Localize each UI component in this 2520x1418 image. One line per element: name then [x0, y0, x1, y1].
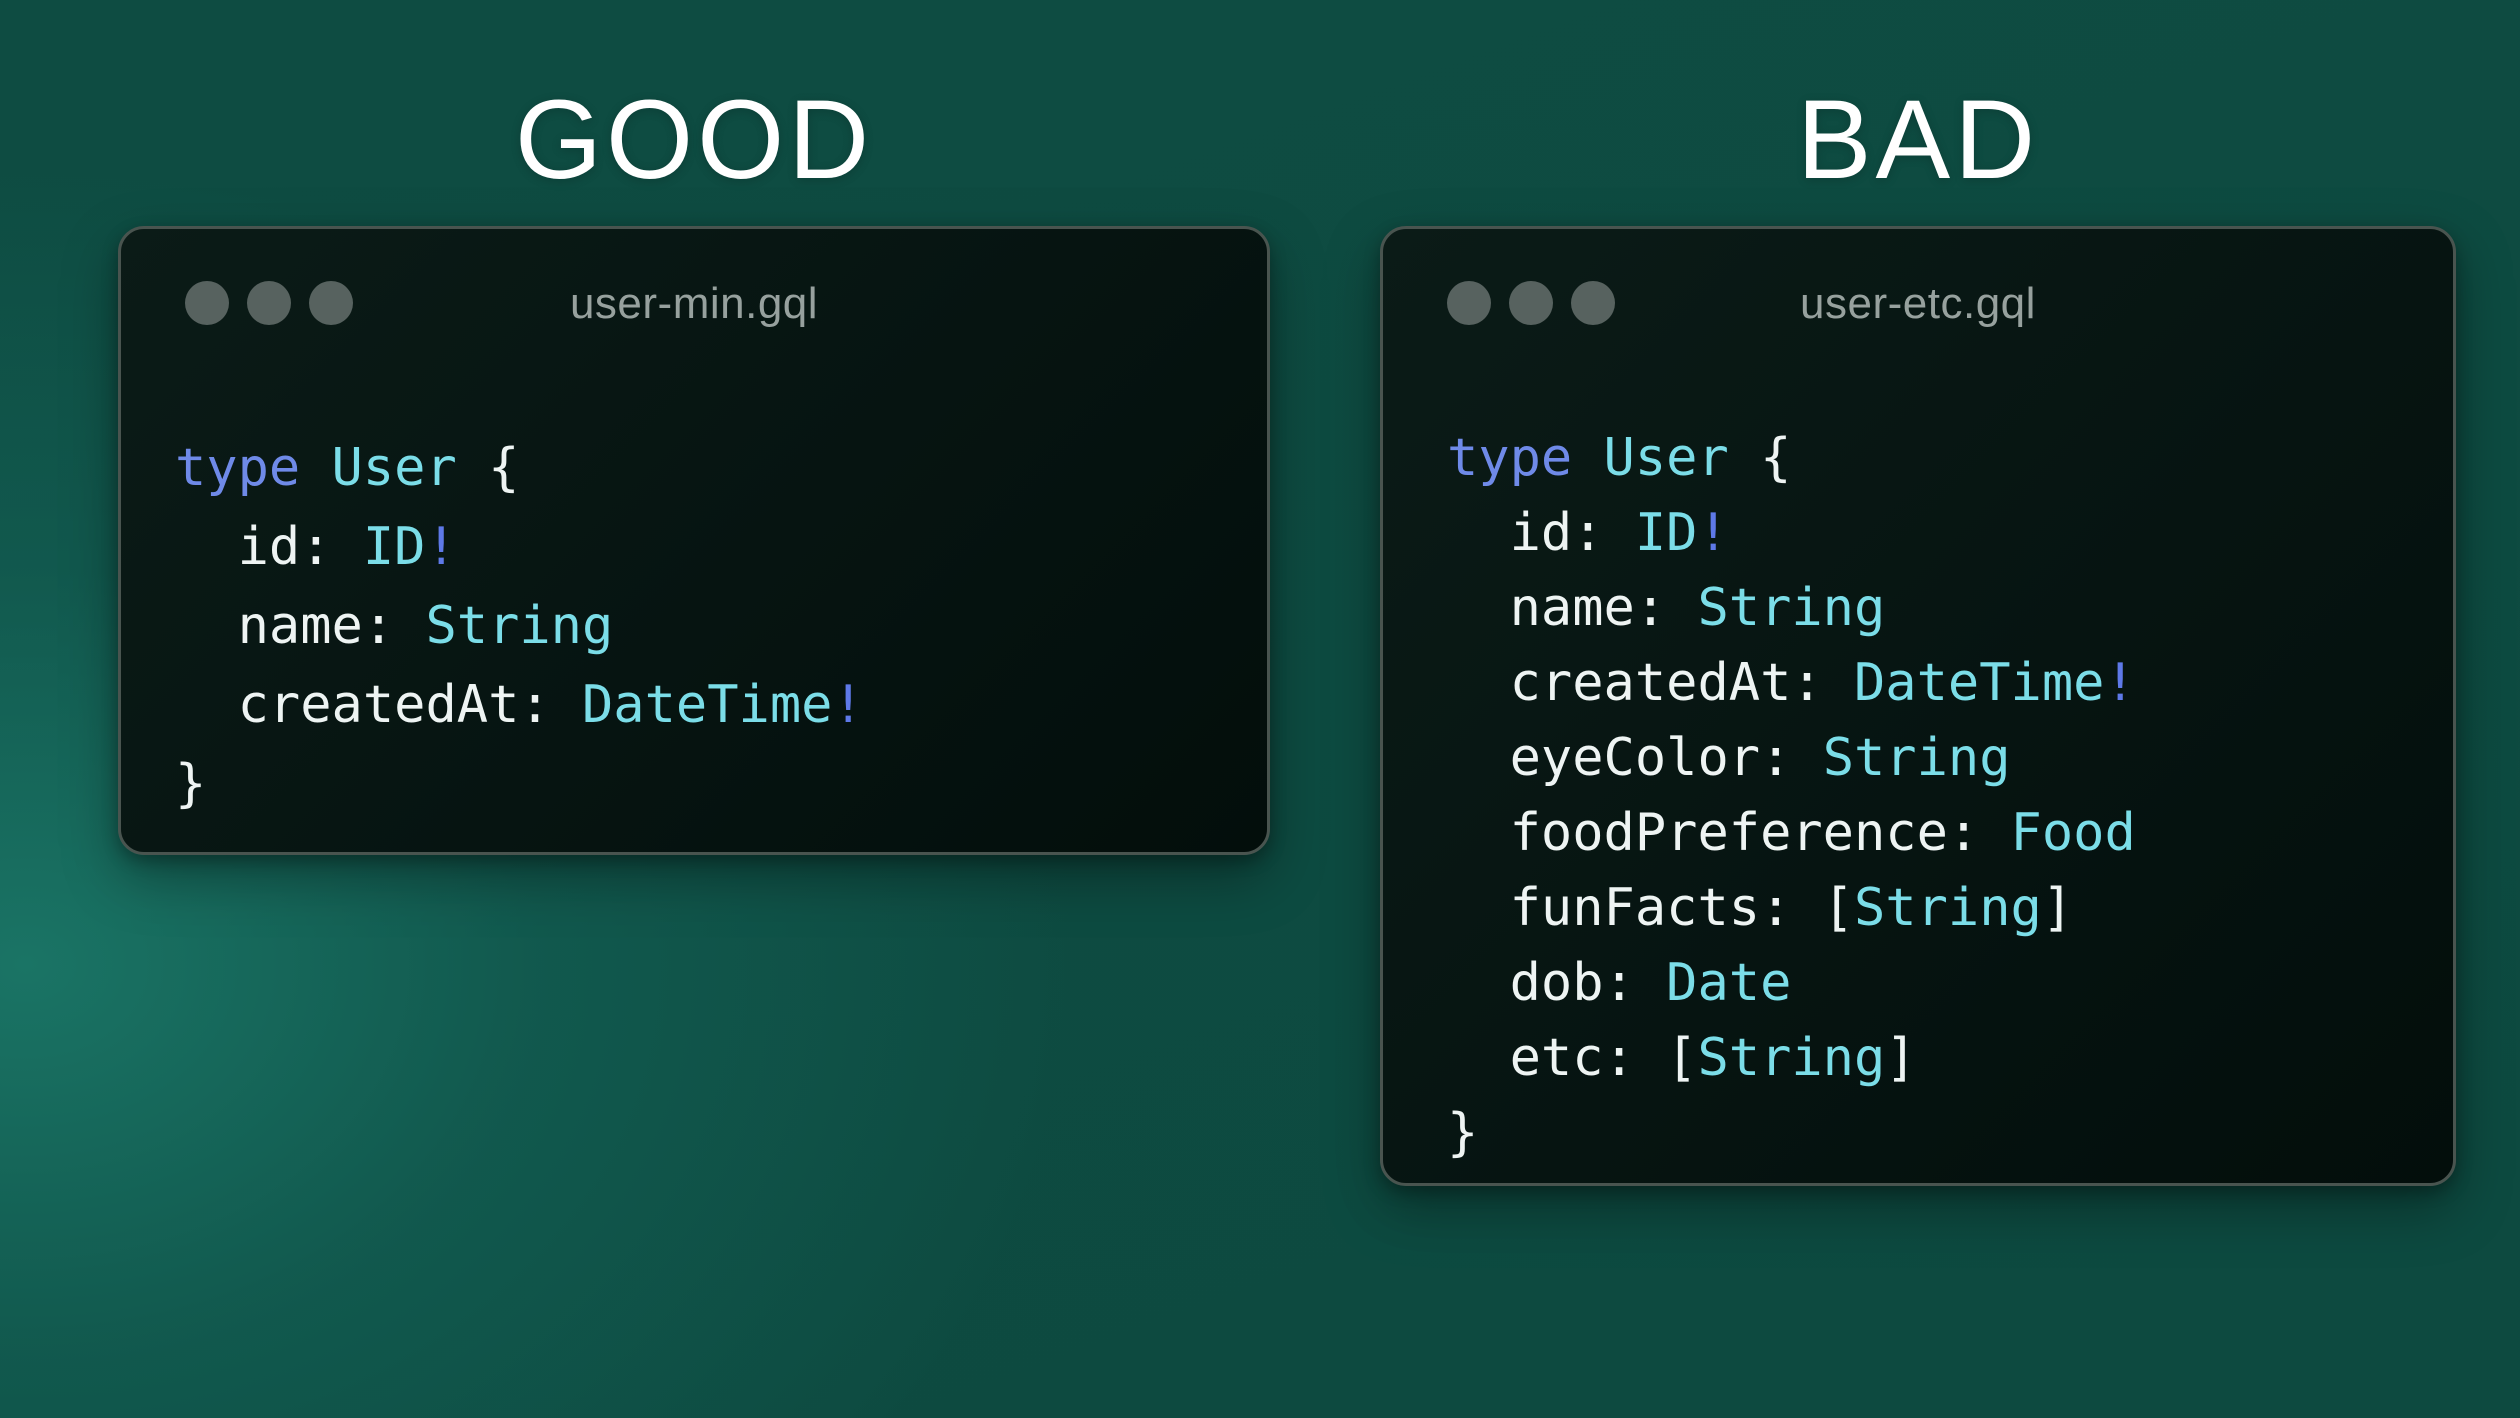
code-line: etc: [String]	[1447, 1021, 2453, 1096]
code-line: type User {	[1447, 421, 2453, 496]
code-token: funFacts: [	[1447, 878, 1854, 938]
code-token: id:	[1447, 503, 1635, 563]
code-token: !	[425, 517, 457, 577]
code-token: {	[1728, 428, 1792, 488]
code-line: dob: Date	[1447, 946, 2453, 1021]
code-token: type	[1447, 428, 1573, 488]
traffic-light-dot-icon	[185, 281, 229, 325]
code-block-good: type User { id: ID! name: String created…	[175, 429, 1267, 824]
code-token: ID	[362, 517, 426, 577]
code-line: }	[1447, 1096, 2453, 1171]
code-token: ID	[1634, 503, 1698, 563]
code-token: Food	[2010, 803, 2136, 863]
code-token: }	[175, 754, 207, 814]
code-token: String	[425, 596, 614, 656]
code-line: createdAt: DateTime!	[1447, 646, 2453, 721]
code-line: id: ID!	[175, 508, 1267, 587]
code-token: ]	[1885, 1028, 1917, 1088]
traffic-light-dot-icon	[1571, 281, 1615, 325]
code-window-good: user-min.gql type User { id: ID! name: S…	[118, 226, 1270, 855]
code-token: DateTime	[582, 675, 833, 735]
heading-good: GOOD	[514, 77, 874, 202]
code-token	[1572, 428, 1603, 488]
window-titlebar: user-min.gql	[121, 229, 1267, 328]
code-line: id: ID!	[1447, 496, 2453, 571]
code-window-bad: user-etc.gql type User { id: ID! name: S…	[1380, 226, 2456, 1186]
code-token: eyeColor:	[1447, 728, 1823, 788]
code-line: funFacts: [String]	[1447, 871, 2453, 946]
window-title: user-etc.gql	[1800, 279, 2036, 328]
traffic-light-dot-icon	[247, 281, 291, 325]
traffic-light-dots	[1447, 281, 1615, 325]
code-line: eyeColor: String	[1447, 721, 2453, 796]
code-token: Date	[1666, 953, 1792, 1013]
code-block-bad: type User { id: ID! name: String created…	[1447, 421, 2453, 1171]
code-line: type User {	[175, 429, 1267, 508]
window-title: user-min.gql	[569, 279, 819, 328]
code-token: String	[1697, 578, 1886, 638]
code-token: !	[1697, 503, 1729, 563]
code-token: User	[331, 438, 457, 498]
traffic-light-dot-icon	[309, 281, 353, 325]
code-token: id:	[175, 517, 363, 577]
code-line: name: String	[1447, 571, 2453, 646]
code-line: foodPreference: Food	[1447, 796, 2453, 871]
code-token: User	[1603, 428, 1729, 488]
window-titlebar: user-etc.gql	[1383, 229, 2453, 328]
code-line: name: String	[175, 587, 1267, 666]
code-line: }	[175, 745, 1267, 824]
traffic-light-dots	[185, 281, 353, 325]
code-token	[300, 438, 331, 498]
code-token: {	[456, 438, 520, 498]
code-token: DateTime	[1854, 653, 2105, 713]
heading-bad: BAD	[1796, 77, 2040, 202]
code-token: String	[1697, 1028, 1886, 1088]
code-token: type	[175, 438, 301, 498]
code-token: String	[1854, 878, 2042, 938]
code-token: dob:	[1447, 953, 1667, 1013]
traffic-light-dot-icon	[1509, 281, 1553, 325]
code-token: etc: [	[1447, 1028, 1698, 1088]
code-token: }	[1447, 1103, 1479, 1163]
code-token: name:	[1447, 578, 1698, 638]
code-token: String	[1822, 728, 2011, 788]
code-token: !	[832, 675, 864, 735]
code-token: foodPreference:	[1447, 803, 2011, 863]
code-line: createdAt: DateTime!	[175, 666, 1267, 745]
code-token: createdAt:	[175, 675, 582, 735]
code-token: ]	[2041, 878, 2074, 938]
code-token: !	[2104, 653, 2136, 713]
code-token: name:	[175, 596, 426, 656]
code-token: createdAt:	[1447, 653, 1854, 713]
traffic-light-dot-icon	[1447, 281, 1491, 325]
